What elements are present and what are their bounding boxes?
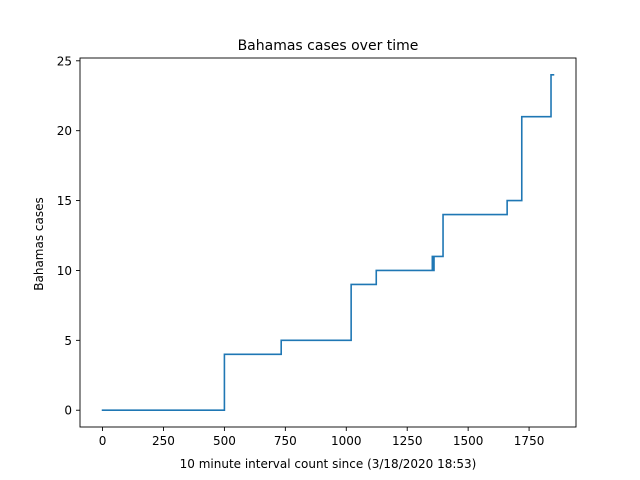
y-tick-label: 5 [64,334,72,348]
x-tick-label: 1000 [331,434,362,448]
x-tick-label: 750 [274,434,297,448]
y-tick-label: 10 [57,264,72,278]
y-tick-label: 25 [57,54,72,68]
x-tick-label: 500 [213,434,236,448]
x-tick-label: 1500 [453,434,484,448]
x-tick-label: 1250 [392,434,423,448]
y-tick-label: 15 [57,194,72,208]
chart-title: Bahamas cases over time [238,38,419,54]
y-tick-label: 0 [64,404,72,418]
y-tick-label: 20 [57,124,72,138]
x-tick-label: 250 [152,434,175,448]
plot-area: 0 250 500 750 1000 1250 1500 1750 0 5 10 15 20 25 [57,54,577,448]
series-line-0 [101,73,555,412]
x-tick-label: 1750 [514,434,545,448]
x-tick-label: 0 [99,434,107,448]
x-axis-label: 10 minute interval count since (3/18/202… [180,457,477,471]
plot-frame [79,57,577,428]
y-axis-label: Bahamas cases [32,197,46,291]
